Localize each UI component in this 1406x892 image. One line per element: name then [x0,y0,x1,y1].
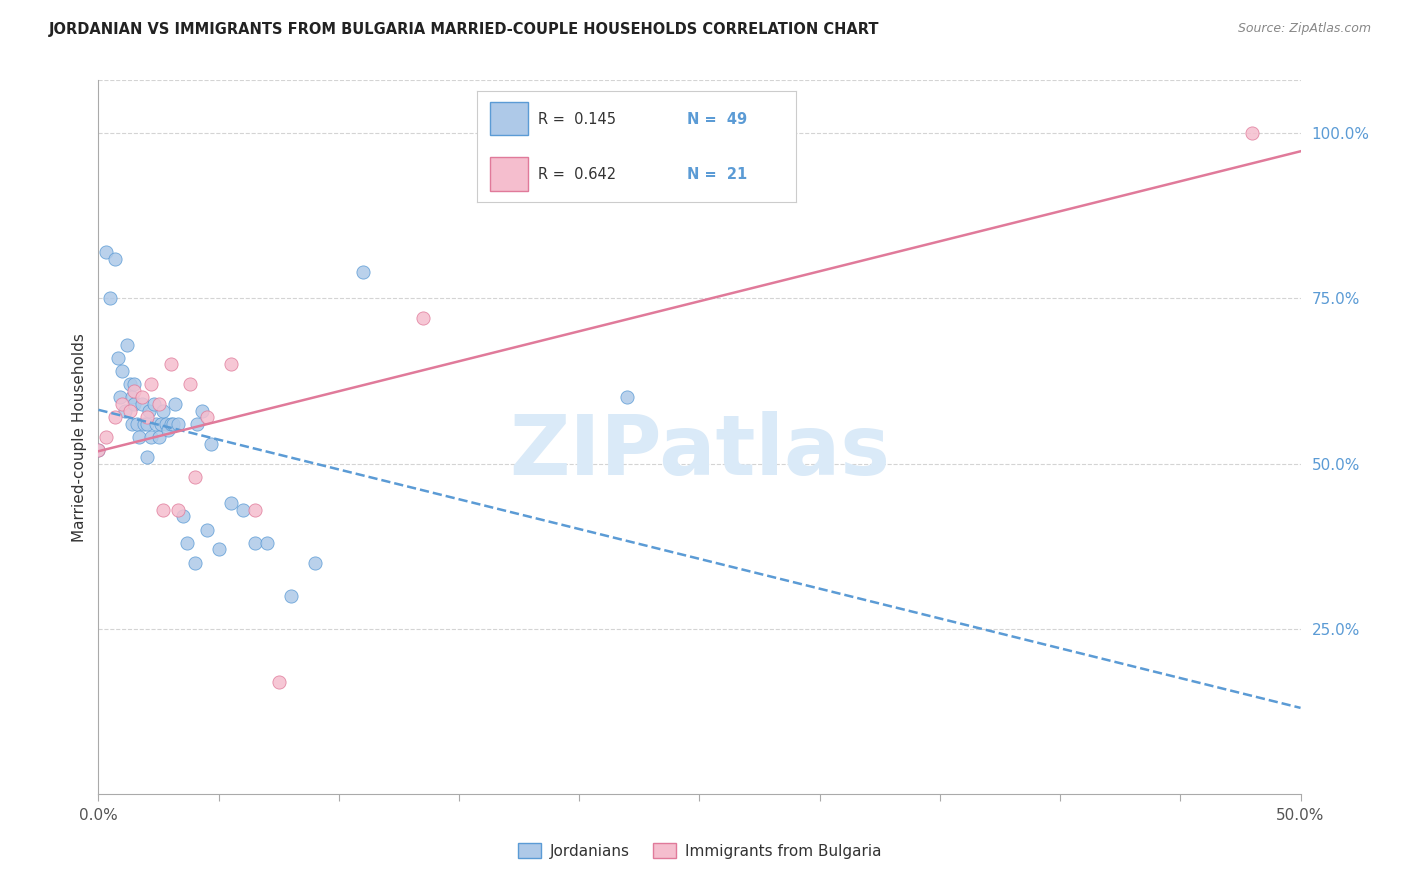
Point [191,403,214,417]
Point [94,430,117,444]
Text: JORDANIAN VS IMMIGRANTS FROM BULGARIA MARRIED-COUPLE HOUSEHOLDS CORRELATION CHAR: JORDANIAN VS IMMIGRANTS FROM BULGARIA MA… [49,22,880,37]
Point [179,377,201,392]
Point [121,391,143,405]
Point [107,351,129,365]
Point [159,417,181,431]
Point [124,377,146,392]
Point [121,417,143,431]
Point [111,397,134,411]
Point [135,417,157,431]
Point [118,403,141,417]
Point [141,430,163,444]
Point [243,502,266,516]
Point [172,509,194,524]
Point [195,410,218,425]
Point [135,410,157,425]
Point [145,417,167,431]
Point [162,417,184,431]
Point [304,556,326,570]
Point [280,589,302,603]
Point [131,391,153,405]
Point [114,403,136,417]
Point [135,450,157,464]
Point [124,397,146,411]
Point [195,523,218,537]
Point [87,443,110,458]
Point [159,358,181,372]
Point [138,403,160,417]
Point [166,502,188,516]
Point [243,536,266,550]
Point [125,417,148,431]
Point [132,417,155,431]
Point [232,502,254,516]
Point [104,410,127,425]
Point [267,674,290,689]
Point [165,397,187,411]
Point [87,443,110,458]
Point [208,542,231,557]
Point [148,430,170,444]
Point [219,496,242,510]
Point [155,417,177,431]
Point [131,397,153,411]
Point [183,469,205,483]
Point [128,430,150,444]
Point [616,391,638,405]
Text: ZIPatlas: ZIPatlas [509,411,890,491]
Point [118,377,141,392]
Point [152,502,174,516]
Legend: Jordanians, Immigrants from Bulgaria: Jordanians, Immigrants from Bulgaria [512,837,887,864]
Point [183,556,205,570]
Point [111,364,134,378]
Point [141,377,163,392]
Point [94,245,117,260]
Point [176,536,198,550]
Point [200,436,222,450]
Point [166,417,188,431]
Point [1241,126,1264,140]
Point [149,417,172,431]
Point [352,265,374,279]
Point [157,424,180,438]
Point [152,403,174,417]
Y-axis label: Married-couple Households: Married-couple Households [72,333,87,541]
Text: Source: ZipAtlas.com: Source: ZipAtlas.com [1237,22,1371,36]
Point [219,358,242,372]
Point [412,311,434,326]
Point [108,391,131,405]
Point [117,337,139,351]
Point [186,417,208,431]
Point [104,252,127,266]
Point [100,291,122,305]
Point [124,384,146,398]
Point [148,397,170,411]
Point [142,397,165,411]
Point [256,536,278,550]
